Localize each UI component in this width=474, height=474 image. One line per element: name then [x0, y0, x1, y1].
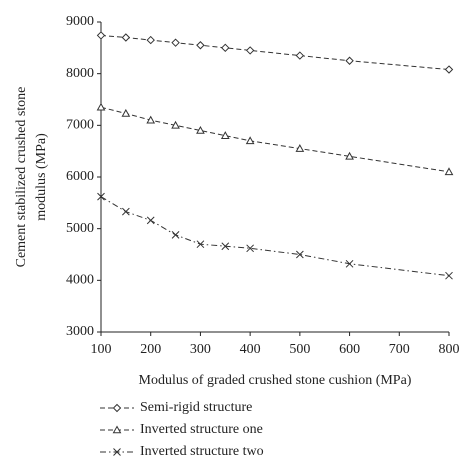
marker — [221, 43, 230, 53]
marker — [295, 144, 305, 152]
marker — [196, 41, 205, 50]
marker — [96, 102, 106, 111]
marker — [296, 250, 304, 259]
x-tick-label: 500 — [289, 342, 310, 357]
marker — [295, 51, 305, 60]
marker — [121, 33, 131, 42]
x-tick-label: 100 — [91, 342, 112, 357]
legend-label: Semi-rigid structure — [140, 400, 252, 415]
marker — [220, 131, 230, 139]
y-tick-label: 5000 — [66, 221, 94, 236]
marker — [171, 231, 180, 239]
y-tick-label: 6000 — [66, 169, 94, 184]
marker — [345, 56, 354, 65]
series-line — [100, 34, 450, 71]
x-axis-label: Modulus of graded crushed stone cushion … — [139, 373, 412, 388]
series-line — [100, 196, 450, 277]
marker — [245, 46, 255, 55]
marker — [196, 240, 205, 249]
legend-marker — [112, 425, 122, 434]
y-axis-label: Cement stabilized crushed stone — [14, 87, 29, 268]
y-tick-label: 4000 — [66, 273, 94, 288]
marker — [196, 125, 205, 134]
marker — [122, 207, 130, 216]
legend-label: Inverted structure one — [140, 422, 263, 437]
legend-label: Inverted structure two — [140, 444, 264, 459]
y-tick-label: 9000 — [66, 14, 94, 29]
marker — [171, 120, 180, 129]
marker — [96, 31, 106, 40]
marker — [221, 242, 230, 251]
marker — [444, 65, 454, 74]
series-line — [100, 106, 450, 173]
legend-marker — [113, 448, 121, 456]
y-tick-label: 7000 — [66, 118, 94, 133]
y-axis-label: modulus (MPa) — [34, 133, 49, 221]
marker — [445, 271, 453, 280]
marker — [146, 216, 155, 225]
y-tick-label: 3000 — [66, 324, 94, 339]
marker — [121, 108, 131, 117]
marker — [345, 151, 354, 160]
y-tick-label: 8000 — [66, 66, 94, 81]
marker — [444, 167, 454, 176]
marker — [146, 115, 156, 124]
x-tick-label: 700 — [389, 342, 410, 357]
x-tick-label: 800 — [439, 342, 460, 357]
marker — [246, 244, 254, 253]
x-tick-label: 600 — [339, 342, 360, 357]
x-tick-label: 200 — [140, 342, 161, 357]
legend-marker — [112, 403, 122, 413]
x-tick-label: 300 — [190, 342, 211, 357]
x-tick-label: 400 — [240, 342, 261, 357]
marker — [345, 259, 354, 268]
marker — [171, 38, 180, 47]
marker — [97, 192, 105, 201]
marker — [245, 136, 255, 145]
marker — [146, 35, 155, 45]
